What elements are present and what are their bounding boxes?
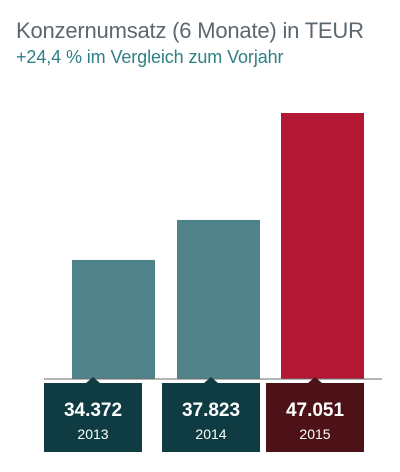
label-box-2013	[44, 383, 142, 452]
label-box-2014	[162, 383, 260, 452]
year-label-2013: 2013	[77, 426, 108, 442]
value-label-2013: 34.372	[64, 400, 122, 421]
bars-group	[72, 113, 364, 379]
label-box-pointer-2013	[86, 377, 100, 383]
year-label-2014: 2014	[195, 426, 226, 442]
bar-2014	[177, 219, 260, 379]
chart-title: Konzernumsatz (6 Monate) in TEUR	[16, 18, 364, 43]
year-label-2015: 2015	[299, 426, 330, 442]
label-box-2015	[266, 383, 364, 452]
bar-2015	[281, 113, 364, 379]
labels-group: 34.372 2013 37.823 2014 47.051 2015	[44, 377, 364, 452]
value-label-2015: 47.051	[286, 400, 345, 421]
label-box-pointer-2015	[308, 377, 322, 383]
value-label-2014: 37.823	[182, 400, 240, 421]
bar-2013	[72, 259, 155, 379]
label-box-pointer-2014	[204, 377, 218, 383]
chart-subtitle: +24,4 % im Vergleich zum Vorjahr	[16, 47, 284, 67]
